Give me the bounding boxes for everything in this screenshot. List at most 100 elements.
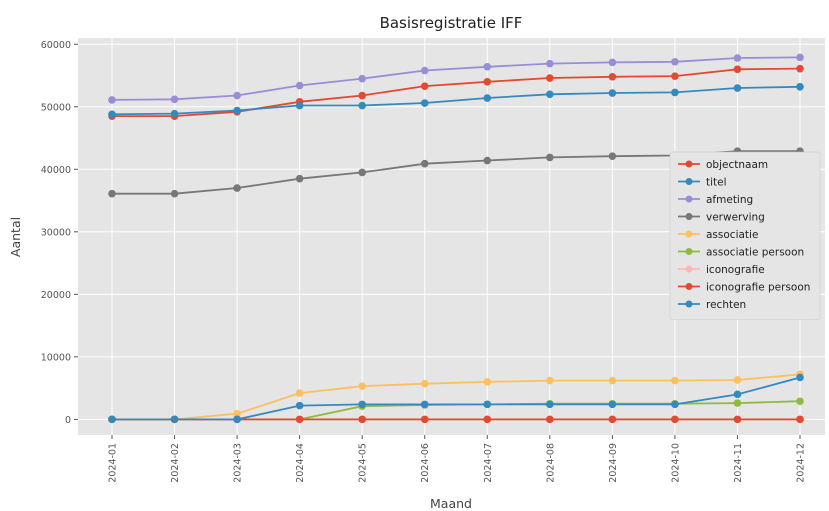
data-point xyxy=(733,399,742,407)
data-point xyxy=(358,91,366,100)
data-point xyxy=(483,415,492,424)
data-point xyxy=(608,152,617,160)
data-point xyxy=(546,153,554,162)
x-tick-label: 2024-11 xyxy=(733,443,744,483)
chart-title: Basisregistratie IFF xyxy=(380,14,523,32)
data-point xyxy=(733,390,742,399)
y-tick-label: 10000 xyxy=(41,352,71,363)
data-point xyxy=(108,110,116,119)
legend-item: titel xyxy=(678,177,727,189)
data-point xyxy=(796,82,804,91)
legend-item: objectnaam xyxy=(678,159,768,171)
data-point xyxy=(483,156,492,165)
data-point xyxy=(170,109,179,118)
legend-label: associatie persoon xyxy=(706,247,804,259)
data-point xyxy=(671,400,679,409)
series-titel xyxy=(108,82,804,119)
x-tick-label: 2024-06 xyxy=(420,443,431,483)
series-line xyxy=(111,56,801,101)
data-point xyxy=(608,58,617,67)
legend: objectnaam titel afmeting verwerving associa… xyxy=(669,151,821,320)
x-tick-label: 2024-07 xyxy=(483,443,494,483)
data-point xyxy=(546,400,554,409)
x-axis-ticks: 2024-01 2024-02 2024-03 2024-04 2024-05 2024-… xyxy=(108,435,807,483)
legend-label: iconografie xyxy=(706,264,765,276)
series-afmeting xyxy=(108,53,804,104)
data-point xyxy=(796,415,804,424)
data-point xyxy=(358,168,366,177)
data-point xyxy=(108,96,116,104)
data-point xyxy=(358,382,366,391)
legend-marker xyxy=(685,178,693,185)
y-tick-label: 0 xyxy=(65,415,71,426)
data-point xyxy=(170,415,179,424)
legend-item: rechten xyxy=(678,299,746,311)
x-tick-label: 2024-08 xyxy=(545,443,556,483)
data-point xyxy=(608,89,617,97)
data-point xyxy=(420,66,429,75)
data-point xyxy=(546,90,554,99)
x-tick-label: 2024-09 xyxy=(608,443,619,483)
data-point xyxy=(420,415,429,424)
series-line xyxy=(112,67,801,117)
y-tick-label: 20000 xyxy=(41,290,71,301)
data-point xyxy=(796,53,804,62)
legend-box xyxy=(669,151,821,320)
series-associatie xyxy=(108,370,804,424)
data-point xyxy=(796,64,804,73)
data-point xyxy=(483,378,492,386)
legend-marker xyxy=(685,300,693,308)
legend-item: iconografie xyxy=(678,264,765,276)
legend-item: verwerving xyxy=(678,212,765,224)
data-point xyxy=(608,376,617,385)
data-point xyxy=(170,189,179,198)
data-point xyxy=(546,59,554,68)
data-point xyxy=(295,401,304,410)
legend-item: associatie persoon xyxy=(678,247,804,259)
y-axis-ticks: 0 10000 20000 30000 40000 50000 60000 xyxy=(41,40,78,426)
data-point xyxy=(733,415,742,424)
legend-label: associatie xyxy=(706,229,758,241)
data-point xyxy=(358,415,366,424)
data-point xyxy=(608,400,617,409)
data-point xyxy=(295,101,304,110)
legend-label: rechten xyxy=(706,299,746,311)
data-point xyxy=(733,84,742,92)
x-tick-label: 2024-04 xyxy=(295,443,306,483)
data-point xyxy=(671,72,679,80)
data-point xyxy=(483,94,492,102)
legend-marker xyxy=(685,248,693,255)
series-rechten xyxy=(108,373,804,424)
data-point xyxy=(420,82,429,90)
data-point xyxy=(420,400,429,409)
series-line xyxy=(111,85,801,116)
data-point xyxy=(546,376,554,385)
data-point xyxy=(483,77,492,86)
legend-marker xyxy=(685,195,693,203)
grid-lines xyxy=(78,38,825,435)
data-point xyxy=(671,415,679,424)
data-point xyxy=(671,88,679,97)
x-tick-label: 2024-12 xyxy=(796,443,807,483)
data-point xyxy=(108,415,116,424)
data-point xyxy=(233,91,241,100)
data-point xyxy=(358,74,366,83)
data-point xyxy=(420,159,429,168)
legend-label: afmeting xyxy=(706,194,753,206)
x-tick-label: 2024-10 xyxy=(670,443,681,483)
y-tick-label: 50000 xyxy=(41,102,71,113)
data-point xyxy=(671,57,679,66)
data-point xyxy=(671,376,679,385)
data-point xyxy=(233,184,241,192)
data-point xyxy=(483,62,492,71)
data-point xyxy=(796,397,804,406)
data-point xyxy=(420,379,429,388)
x-tick-label: 2024-01 xyxy=(108,443,119,483)
data-point xyxy=(233,415,241,424)
data-point xyxy=(733,65,742,74)
data-point xyxy=(233,409,241,418)
data-point xyxy=(733,376,742,384)
legend-marker xyxy=(685,230,693,238)
data-point xyxy=(358,101,366,110)
